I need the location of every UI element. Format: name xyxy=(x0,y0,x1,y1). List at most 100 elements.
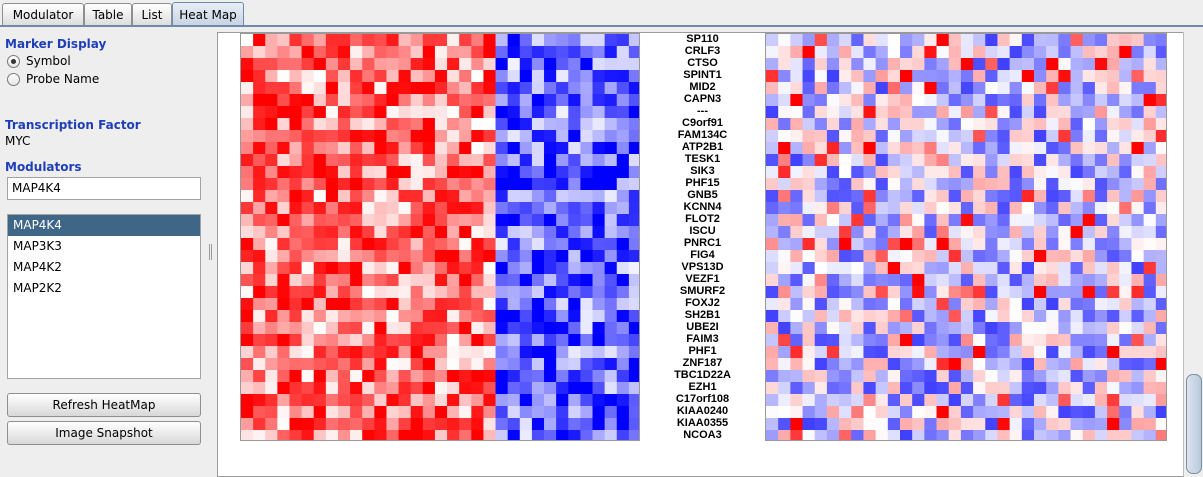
heatmap-cell xyxy=(948,70,962,83)
heatmap-cell xyxy=(556,322,569,335)
heatmap-cell xyxy=(826,178,840,191)
heatmap-cell xyxy=(814,106,828,119)
heatmap-cell xyxy=(1058,34,1072,47)
tab-table[interactable]: Table xyxy=(84,3,132,26)
heatmap-cell xyxy=(471,154,484,167)
heatmap-cell xyxy=(410,346,424,359)
heatmap-cell xyxy=(301,166,315,179)
heatmap-cell xyxy=(313,58,327,71)
heatmap-cell xyxy=(253,154,266,167)
image-snapshot-button[interactable]: Image Snapshot xyxy=(7,421,201,445)
heatmap-cell xyxy=(507,34,521,47)
heatmap-cell xyxy=(1070,394,1084,407)
heatmap-cell xyxy=(265,394,278,407)
heatmap-cell xyxy=(301,430,315,440)
heatmap-cell xyxy=(1058,346,1072,359)
heatmap-cell xyxy=(556,250,569,263)
radio-symbol-icon[interactable] xyxy=(7,54,20,68)
divider-grip-icon[interactable] xyxy=(209,244,212,260)
heatmap-cell xyxy=(887,118,901,131)
vertical-scrollbar[interactable] xyxy=(1183,32,1203,477)
heatmap-cell xyxy=(386,118,400,131)
heatmap-cell xyxy=(313,106,327,119)
heatmap-cell xyxy=(398,418,412,431)
heatmap-cell xyxy=(556,34,569,47)
heatmap-cell xyxy=(1094,430,1108,440)
heatmap-cell xyxy=(241,118,254,131)
heatmap-cell xyxy=(1094,298,1108,311)
heatmap-cell xyxy=(1021,382,1035,395)
heatmap-cell xyxy=(912,34,925,47)
list-item[interactable]: MAP4K2 xyxy=(13,260,62,274)
heatmap-cell xyxy=(337,250,351,263)
list-item[interactable]: MAP3K3 xyxy=(13,239,62,253)
heatmap-cell xyxy=(1119,346,1132,359)
heatmap-cell xyxy=(616,394,630,407)
heatmap-cell xyxy=(1119,322,1132,335)
heatmap-cell xyxy=(790,58,804,71)
heatmap-cell xyxy=(1058,82,1072,95)
heatmap-cell xyxy=(924,214,938,227)
heatmap-cell xyxy=(1070,286,1084,299)
heatmap-cell xyxy=(960,298,974,311)
heatmap-cell xyxy=(1143,106,1157,119)
refresh-heatmap-button[interactable]: Refresh HeatMap xyxy=(7,393,201,417)
heatmap-cell xyxy=(386,274,400,287)
heatmap-cell xyxy=(1046,94,1059,107)
heatmap-cell xyxy=(556,358,569,371)
heatmap-cell xyxy=(350,94,363,107)
heatmap-cell xyxy=(241,250,254,263)
heatmap-cell xyxy=(337,370,351,383)
list-item[interactable]: MAP4K4 xyxy=(8,215,200,236)
heatmap-cell xyxy=(241,82,254,95)
heatmap-cell xyxy=(325,226,339,239)
heatmap-cell xyxy=(1058,322,1072,335)
heatmap-cell xyxy=(826,214,840,227)
heatmap-cell xyxy=(802,46,816,59)
list-item[interactable]: MAP2K2 xyxy=(13,281,62,295)
tab-list[interactable]: List xyxy=(132,3,172,26)
radio-probe-name[interactable]: Probe Name xyxy=(7,72,99,86)
heatmap-cell xyxy=(936,298,950,311)
heatmap-cell xyxy=(839,346,852,359)
heatmap-cell xyxy=(802,142,816,155)
heatmap-cell xyxy=(839,250,852,263)
heatmap-cell xyxy=(1094,154,1108,167)
heatmap-cell xyxy=(863,430,877,440)
modulator-list[interactable]: MAP4K4 MAP3K3 MAP4K2 MAP2K2 xyxy=(7,214,201,379)
heatmap-cell xyxy=(887,226,901,239)
heatmap-cell xyxy=(628,70,639,83)
heatmap-cell xyxy=(887,46,901,59)
heatmap-cell xyxy=(483,178,497,191)
modulator-input[interactable]: MAP4K4 xyxy=(7,177,201,200)
radio-symbol[interactable]: Symbol xyxy=(7,54,71,68)
tab-heat-map[interactable]: Heat Map xyxy=(172,2,244,26)
heatmap-cell xyxy=(410,310,424,323)
heatmap-cell xyxy=(1046,382,1059,395)
heatmap-cell xyxy=(997,130,1011,143)
heatmap-cell xyxy=(325,190,339,203)
heatmap-cell xyxy=(790,322,804,335)
heatmap-cell xyxy=(568,166,581,179)
scrollbar-thumb[interactable] xyxy=(1186,374,1202,474)
heatmap-cell xyxy=(325,394,339,407)
heatmap-cell xyxy=(814,70,828,83)
heatmap-cell xyxy=(814,94,828,107)
radio-probe-name-icon[interactable] xyxy=(7,72,20,86)
heatmap-cell xyxy=(887,238,901,251)
gene-label: UBE2I xyxy=(686,321,719,333)
heatmap-cell xyxy=(936,418,950,431)
heatmap-cell xyxy=(802,94,816,107)
heatmap-cell xyxy=(1021,46,1035,59)
heatmap-cell xyxy=(580,358,594,371)
heatmap-cell xyxy=(544,382,557,395)
gene-label: CTSO xyxy=(687,57,718,69)
heatmap-cell xyxy=(985,262,998,275)
heatmap-cell xyxy=(483,94,497,107)
heatmap-cell xyxy=(531,166,545,179)
tab-modulator[interactable]: Modulator xyxy=(2,3,84,26)
heatmap-cell xyxy=(851,238,864,251)
heatmap-cell xyxy=(973,346,986,359)
heatmap-cell xyxy=(960,238,974,251)
heatmap-cell xyxy=(580,202,594,215)
